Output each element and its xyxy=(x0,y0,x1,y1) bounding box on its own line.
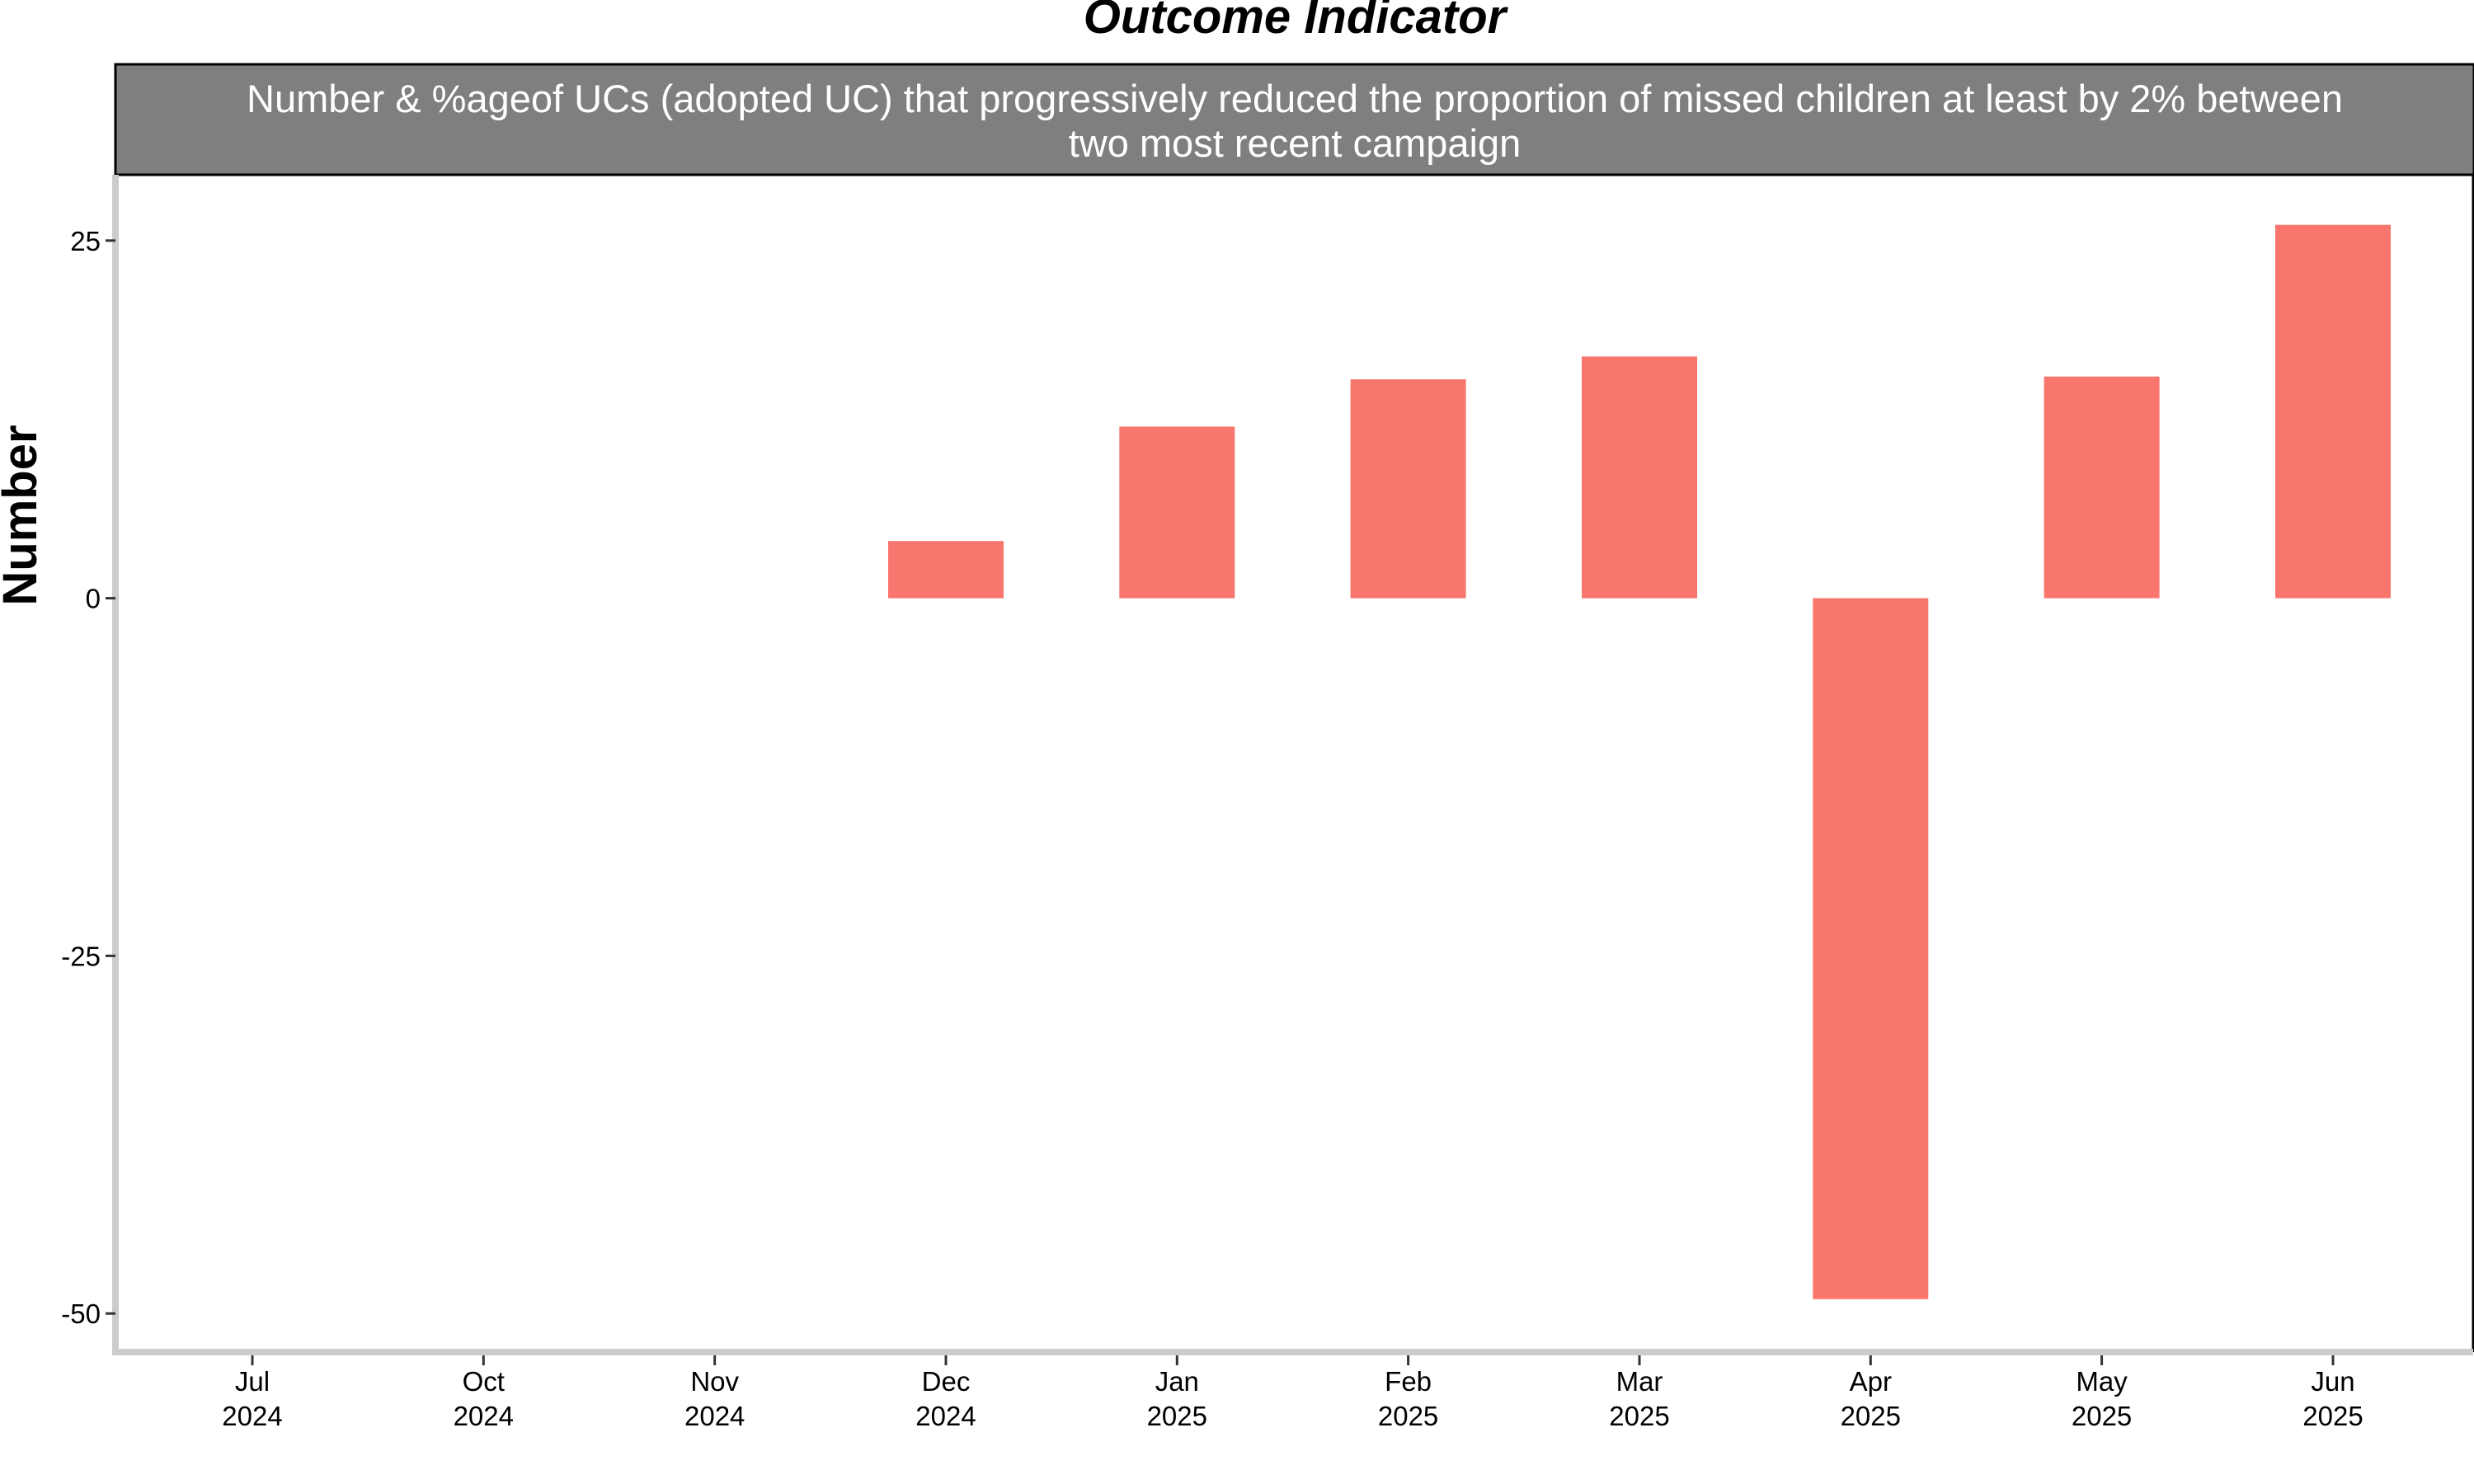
y-tick-label: 25 xyxy=(70,226,101,256)
x-tick-label: Dec 2024 xyxy=(915,1366,976,1431)
x-tick-label: Jun 2025 xyxy=(2302,1366,2363,1431)
y-axis-ticks: 25 0 -25 -50 xyxy=(61,226,115,1329)
subtitle-strip xyxy=(114,63,2474,176)
x-tick-label: Jan 2025 xyxy=(1147,1366,1207,1431)
y-tick-label: -25 xyxy=(61,941,101,971)
x-axis-ticks: Jul 2024 Oct 2024 Nov 2024 Dec 2024 Jan 2025 Feb 20… xyxy=(222,1355,2363,1431)
bar-apr-2025 xyxy=(1813,598,1929,1299)
bar-jan-2025 xyxy=(1119,426,1235,599)
x-tick-label: Nov 2024 xyxy=(684,1366,745,1431)
subtitle-line-2: two most recent campaign xyxy=(1069,121,1522,165)
bars-layer xyxy=(888,224,2391,1299)
bar-may-2025 xyxy=(2044,376,2160,599)
bar-dec-2024 xyxy=(888,541,1004,599)
x-tick-label: Mar 2025 xyxy=(1609,1366,1669,1431)
subtitle-line-1: Number & %ageof UCs (adopted UC) that pr… xyxy=(247,77,2343,120)
bar-jun-2025 xyxy=(2275,224,2391,599)
x-tick-label: May 2025 xyxy=(2072,1366,2132,1431)
x-tick-label: Feb 2025 xyxy=(1378,1366,1438,1431)
x-tick-label: Apr 2025 xyxy=(1841,1366,1901,1431)
bar-feb-2025 xyxy=(1350,379,1466,599)
y-tick-label: 0 xyxy=(86,584,101,614)
x-tick-label: Jul 2024 xyxy=(222,1366,282,1431)
chart-title: Outcome Indicator xyxy=(1084,0,1509,44)
y-tick-label: -50 xyxy=(61,1298,101,1329)
y-axis-title: Number xyxy=(0,425,47,605)
x-tick-label: Oct 2024 xyxy=(454,1366,514,1431)
bar-mar-2025 xyxy=(1582,356,1697,599)
